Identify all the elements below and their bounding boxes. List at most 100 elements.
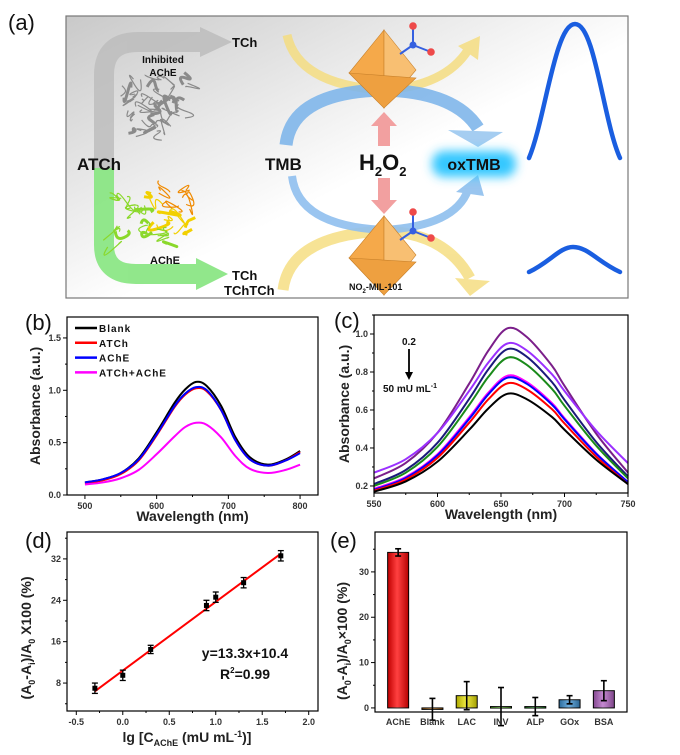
y-tick-label: 30 — [359, 567, 369, 577]
series-line-c7 — [373, 381, 629, 492]
label-part: 0 — [27, 680, 37, 685]
series-line-c6 — [373, 376, 629, 491]
protein-strand — [177, 184, 190, 194]
protein-strand — [140, 93, 160, 105]
protein-strand — [134, 101, 153, 112]
protein-strand — [149, 198, 163, 210]
protein-strand — [165, 200, 183, 213]
x-tick-label: 700 — [221, 501, 236, 511]
protein-strand — [126, 204, 139, 219]
protein-strand — [129, 90, 139, 99]
y-axis-title: (A0-Ai)/A0 X100 (%) — [18, 576, 37, 699]
protein-strand — [112, 225, 121, 232]
protein-strand — [145, 227, 168, 236]
category-label: INV — [493, 717, 508, 727]
mof-octahedron-bottom-icon — [348, 208, 435, 296]
tmb-label: TMB — [265, 155, 302, 174]
mof-octahedron-top-icon — [348, 22, 435, 109]
annotation-end-concentration: 50 mU mL-1 — [383, 383, 437, 395]
protein-strand — [141, 96, 149, 104]
protein-strand — [109, 192, 120, 201]
schematic-panel: TCh Inhibited AChE ATCh AChE TCh TChTCh — [65, 15, 629, 299]
label-part: )/A — [334, 644, 350, 663]
h2o2-up-arrow — [371, 112, 397, 146]
ache-structure-icon — [103, 180, 196, 256]
protein-strand — [157, 180, 171, 193]
chart-panel-c: 0.2 0.4 0.6 0.8 1.0 550 600 650 700 750 Wavelength… — [336, 314, 636, 522]
protein-strand — [160, 118, 172, 136]
y-tick-label: 1.0 — [48, 385, 61, 395]
series-line-c4 — [373, 356, 629, 487]
series-line-atch-ache — [84, 421, 301, 486]
label-part: (A — [334, 685, 350, 700]
protein-strand — [129, 113, 136, 122]
protein-strand — [113, 229, 131, 240]
y-tick-label: 0 — [364, 703, 369, 713]
label-part: R — [220, 666, 230, 682]
x-tick-label: 1.5 — [256, 717, 269, 727]
h2o2-label: H2O2 — [359, 150, 406, 179]
x-tick-label: 550 — [366, 499, 381, 509]
annotation-arrowhead — [405, 372, 413, 380]
y-tick-label: 1.0 — [355, 329, 368, 339]
y-tick-label: 20 — [359, 612, 369, 622]
legend-label: ATCh — [99, 339, 129, 350]
data-point — [278, 553, 284, 559]
label-part: X100 (%) — [18, 576, 34, 638]
legend-label: ATCh+AChE — [99, 368, 167, 379]
y-tick-label: 1.5 — [48, 333, 61, 343]
label-part: -A — [18, 665, 34, 680]
bar-shading — [387, 552, 409, 708]
protein-strand — [128, 127, 137, 135]
category-label: AChE — [386, 717, 411, 727]
y-tick-label: 10 — [359, 658, 369, 668]
label-part: ×100 (%) — [334, 582, 350, 639]
x-tick-label: 0.5 — [163, 717, 176, 727]
protein-strand — [174, 96, 186, 113]
label-part: 50 mU mL — [383, 384, 431, 395]
protein-strand — [185, 191, 195, 207]
label-part: i — [343, 663, 353, 666]
label-part: =0.99 — [235, 666, 271, 682]
ache-label: AChE — [150, 255, 180, 267]
plot-frame — [373, 314, 629, 494]
data-point — [120, 672, 126, 678]
fit-equation: y=13.3x+10.4 — [202, 645, 289, 661]
atch-label: ATCh — [77, 155, 121, 174]
series-line-c3 — [373, 347, 629, 485]
label-part: 0 — [343, 639, 353, 644]
protein-strand — [185, 82, 201, 90]
protein-strand — [150, 104, 162, 116]
label-part: -1 — [431, 383, 437, 390]
oxtmb-glow — [432, 151, 516, 177]
protein-strand — [147, 113, 157, 125]
category-label: LAC — [457, 717, 476, 727]
protein-strand — [182, 228, 193, 236]
protein-strand — [161, 200, 179, 208]
label-part: )/A — [18, 644, 34, 663]
label-part: i — [27, 662, 37, 665]
x-tick-label: 500 — [77, 501, 92, 511]
protein-strand — [158, 186, 171, 199]
protein-strand — [103, 227, 121, 241]
protein-strand — [140, 230, 153, 239]
protein-strand — [152, 99, 162, 111]
protein-strand — [163, 215, 173, 222]
fit-line — [94, 552, 282, 693]
chart-panel-b: 0.0 0.5 1.0 1.5 500 600 700 800 Wavelength (nm) A… — [27, 316, 319, 524]
y-axis-title: Absorbance (a.u.) — [336, 345, 352, 463]
protein-strand — [139, 218, 151, 227]
data-point — [241, 580, 247, 586]
data-point — [92, 685, 98, 691]
x-tick-label: 2.0 — [302, 717, 315, 727]
panel-label-b: (b) — [25, 310, 52, 335]
x-axis-title: Wavelength (nm) — [445, 506, 557, 522]
protein-strand — [153, 130, 162, 141]
chart-panel-d: 8 16 24 32 -0.5 0.0 0.5 1.0 1.5 2.0 lg [CAChE (mU … — [18, 531, 319, 748]
protein-strand — [163, 75, 175, 87]
protein-strand — [162, 94, 173, 116]
label-part: 0 — [27, 639, 37, 644]
h2o2-down-arrow — [371, 178, 397, 214]
